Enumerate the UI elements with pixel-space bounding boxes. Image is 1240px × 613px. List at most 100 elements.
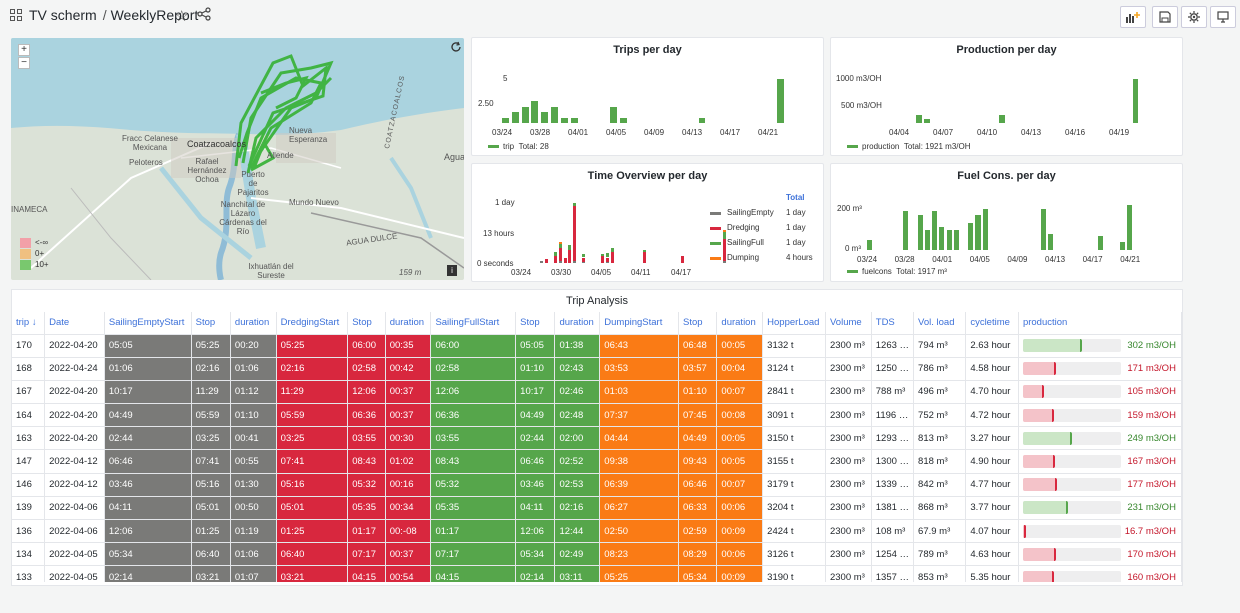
gauge-fill [1022,524,1027,538]
table-row[interactable]: 164 2022-04-20 04:49 05:59 01:10 05:59 06:36 00… [12,403,1182,428]
legend-label: trip [503,142,515,151]
cell-time: 02:00 [554,426,601,451]
zoom-in-button[interactable]: + [18,44,30,56]
table-row[interactable]: 136 2022-04-06 12:06 01:25 01:19 01:25 01:17 00… [12,519,1182,544]
legend-label[interactable]: Dumping [727,253,760,262]
cell-time: 07:41 [191,449,231,474]
column-header[interactable]: duration [554,312,601,335]
dashboard-title[interactable]: WeeklyReport [110,7,199,23]
legend[interactable]: trip Total: 28 [488,142,549,151]
production-value: 16.7 m3/OH [1124,525,1176,537]
production-value: 105 m3/OH [1127,386,1176,398]
legend-label[interactable]: Dredging [727,223,760,232]
column-header[interactable]: Vol. load [913,312,967,335]
column-header[interactable]: SailingEmptyStart [104,312,192,335]
legend[interactable]: fuelcons Total: 1917 m³ [847,267,947,276]
cell-time: 06:00 [347,334,386,358]
table-header-row: trip ↓ Date SailingEmptyStart Stop duration D… [12,312,1182,335]
dashboards-grid-icon[interactable] [10,9,22,21]
cell-time: 00:37 [385,380,432,405]
x-tick: 04/13 [1045,255,1066,264]
cell-time: 05:25 [276,334,349,358]
column-header[interactable]: Stop [191,312,231,335]
share-icon[interactable] [197,7,211,21]
add-panel-icon [1126,12,1140,23]
column-header[interactable]: duration [716,312,764,335]
table-row[interactable]: 167 2022-04-20 10:17 11:29 01:12 11:29 12:06 00… [12,380,1182,405]
cell-time: 08:43 [430,449,517,474]
star-icon[interactable]: ☆ [175,8,189,25]
folder-link[interactable]: TV scherm [29,7,97,23]
column-header[interactable]: Date [44,312,105,335]
column-header[interactable]: production [1018,312,1182,335]
y-tick: 0 seconds [477,259,514,268]
column-header[interactable]: Stop [515,312,556,335]
cell-time: 06:33 [678,496,718,521]
map-label: Agua [444,152,464,162]
production-per-day-panel[interactable]: Production per day 1000 m3/OH 500 m3/OH … [830,37,1183,156]
legend-value: 1 day [786,208,806,217]
column-header[interactable]: SailingFullStart [430,312,517,335]
table-row[interactable]: 146 2022-04-12 03:46 05:16 01:30 05:16 05:32 00… [12,473,1182,497]
cell-time: 10:17 [104,380,192,405]
table-row[interactable]: 168 2022-04-24 01:06 02:16 01:06 02:16 02:58 00… [12,357,1182,381]
cell-time: 05:32 [347,473,386,497]
time-overview-panel[interactable]: Time Overview per day 1 day 13 hours 0 s… [471,163,824,282]
cell-tds: 1339 … [871,473,915,497]
column-header[interactable]: trip ↓ [12,312,46,335]
tv-mode-button[interactable] [1210,6,1236,28]
column-header[interactable]: Volume [825,312,872,335]
legend[interactable]: production Total: 1921 m3/OH [847,142,971,151]
legend-label[interactable]: SailingFull [727,238,764,247]
legend-swatch [710,257,721,260]
dashboard-settings-button[interactable] [1181,6,1207,28]
column-header[interactable]: DumpingStart [599,312,680,335]
time-bar-segment [582,257,586,262]
column-header[interactable]: DredgingStart [276,312,349,335]
cell-time: 05:34 [515,542,556,567]
cell-time: 03:46 [104,473,192,497]
cell-time: 00:41 [230,426,277,451]
trips-per-day-panel[interactable]: Trips per day 5 2.50 03/24 03/28 04/01 04/0… [471,37,824,156]
table-row[interactable]: 139 2022-04-06 04:11 05:01 00:50 05:01 05:35 00… [12,496,1182,521]
column-header[interactable]: cycletime [965,312,1019,335]
cell-hopperload: 3150 t [762,426,826,451]
legend-label[interactable]: SailingEmpty [727,208,774,217]
map-panel[interactable]: + − Fracc Celanese Mexicana Coatzacoalco… [11,38,464,280]
add-panel-button[interactable] [1120,6,1146,28]
zoom-out-button[interactable]: − [18,57,30,69]
cell-hopperload: 3179 t [762,473,826,497]
column-header[interactable]: Stop [678,312,718,335]
x-tick: 04/17 [1082,255,1103,264]
y-tick: 200 m³ [837,204,862,213]
cell-time: 02:44 [104,426,192,451]
cell-time: 03:11 [554,565,601,585]
legend-swatch [488,145,499,149]
chart-bar [521,106,529,123]
column-header[interactable]: TDS [871,312,915,335]
fuel-cons-panel[interactable]: Fuel Cons. per day 200 m³ 0 m³ 03/24 03/2… [830,163,1183,282]
table-row[interactable]: 163 2022-04-20 02:44 03:25 00:41 03:25 03:55 00… [12,426,1182,451]
cell-production: 177 m3/OH [1018,473,1182,497]
column-header[interactable]: HopperLoad [762,312,826,335]
gauge-fill [1022,455,1056,469]
cell-time: 07:37 [599,403,680,428]
trip-analysis-panel[interactable]: Trip Analysis trip ↓ Date SailingEmptyStar… [11,289,1183,586]
column-header[interactable]: duration [385,312,432,335]
cell-volload: 818 m³ [913,449,967,474]
refresh-icon[interactable] [450,41,462,53]
map-info-button[interactable]: i [447,265,457,276]
table-row[interactable]: 134 2022-04-05 05:34 06:40 01:06 06:40 07:17 00… [12,542,1182,567]
table-row[interactable]: 133 2022-04-05 02:14 03:21 01:07 03:21 04:15 00… [12,565,1182,585]
cell-volume: 2300 m³ [825,542,872,567]
legend-swatch [20,237,31,248]
save-dashboard-button[interactable] [1152,6,1178,28]
cell-time: 09:43 [678,449,718,474]
map-legend-item: <-∞ [20,237,49,248]
table-row[interactable]: 147 2022-04-12 06:46 07:41 00:55 07:41 08:43 01… [12,449,1182,474]
column-header[interactable]: duration [230,312,277,335]
x-tick: 04/19 [1109,128,1130,137]
table-row[interactable]: 170 2022-04-20 05:05 05:25 00:20 05:25 06:00 00… [12,334,1182,358]
column-header[interactable]: Stop [347,312,386,335]
cell-time: 02:48 [554,403,601,428]
